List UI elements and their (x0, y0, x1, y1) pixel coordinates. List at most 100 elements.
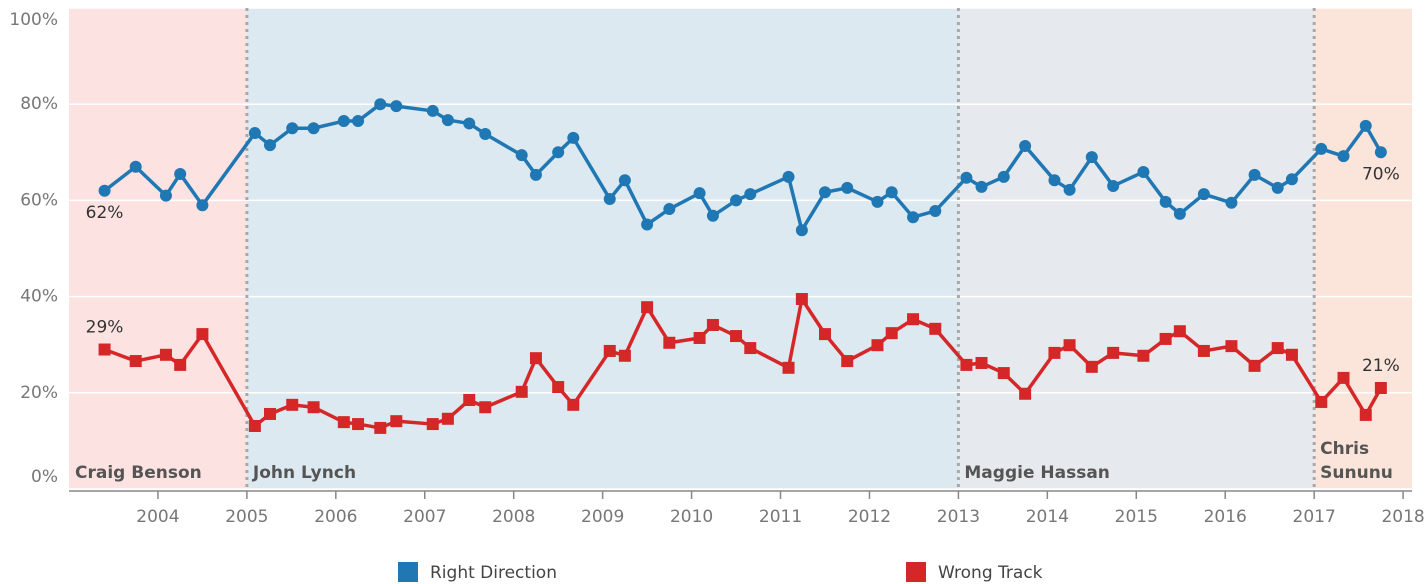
legend-label: Right Direction (430, 563, 557, 583)
point (997, 367, 1010, 380)
period-label: Craig Benson (75, 463, 202, 483)
point (337, 115, 350, 128)
point (1337, 150, 1350, 163)
point (603, 192, 616, 205)
point (196, 328, 209, 341)
point (1248, 168, 1261, 181)
point (307, 401, 320, 414)
point (441, 114, 454, 127)
period-band (69, 8, 247, 489)
x-tick-label: 2015 (1115, 507, 1158, 527)
point (1085, 151, 1098, 164)
point (730, 330, 743, 343)
point (1285, 348, 1298, 361)
point (744, 342, 757, 355)
point (907, 211, 920, 224)
point (174, 167, 187, 180)
point (159, 348, 172, 361)
y-tick-label: 20% (20, 383, 58, 403)
point (174, 358, 187, 371)
point (529, 352, 542, 365)
point (515, 149, 528, 162)
point (706, 209, 719, 222)
x-tick-label: 2004 (136, 507, 179, 527)
point (1019, 387, 1032, 400)
point (529, 168, 542, 181)
data-label: 70% (1362, 164, 1400, 184)
x-tick-label: 2018 (1381, 507, 1424, 527)
point (463, 117, 476, 130)
point (1048, 174, 1061, 187)
point (907, 313, 920, 326)
point (1019, 140, 1032, 153)
point (307, 122, 320, 135)
point (1063, 183, 1076, 196)
legend-swatch (398, 562, 418, 582)
point (374, 98, 387, 111)
point (795, 224, 808, 237)
point (479, 401, 492, 414)
legend-swatch (906, 562, 926, 582)
period-label: John Lynch (252, 463, 357, 483)
point (1285, 173, 1298, 186)
point (1197, 188, 1210, 201)
x-tick-label: 2014 (1026, 507, 1069, 527)
point (693, 331, 706, 344)
point (567, 398, 580, 411)
point (390, 100, 403, 113)
period-band (246, 8, 959, 489)
point (1173, 325, 1186, 338)
point (1271, 181, 1284, 194)
point (663, 336, 676, 349)
x-tick-label: 2008 (492, 507, 535, 527)
point (159, 189, 172, 202)
point (1359, 408, 1372, 421)
y-tick-label: 0% (31, 467, 58, 487)
x-tick-label: 2009 (581, 507, 624, 527)
point (997, 170, 1010, 183)
y-tick-label: 100% (9, 10, 58, 30)
point (567, 131, 580, 144)
point (1048, 346, 1061, 359)
point (552, 381, 565, 394)
point (618, 174, 631, 187)
y-tick-label: 40% (20, 287, 58, 307)
point (1359, 119, 1372, 132)
legend-label: Wrong Track (938, 563, 1043, 583)
point (196, 199, 209, 212)
point (98, 184, 111, 197)
point (663, 203, 676, 216)
point (390, 415, 403, 428)
point (929, 204, 942, 217)
point (871, 339, 884, 352)
point (337, 416, 350, 429)
point (98, 343, 111, 356)
point (641, 301, 654, 314)
point (1225, 340, 1238, 353)
point (1225, 196, 1238, 209)
point (1315, 395, 1328, 408)
point (693, 187, 706, 200)
x-tick-label: 2005 (225, 507, 268, 527)
point (1159, 332, 1172, 345)
point (286, 398, 299, 411)
point (618, 349, 631, 362)
point (463, 394, 476, 407)
point (641, 218, 654, 231)
point (129, 355, 142, 368)
point (248, 419, 261, 432)
period-label: Chris Sununu (1320, 439, 1393, 483)
point (441, 412, 454, 425)
point (1271, 342, 1284, 355)
point (286, 122, 299, 135)
point (782, 361, 795, 374)
point (1085, 360, 1098, 373)
point (841, 181, 854, 194)
x-tick-label: 2012 (848, 507, 891, 527)
point (975, 356, 988, 369)
period-label: Maggie Hassan (964, 463, 1110, 483)
point (885, 327, 898, 340)
point (603, 344, 616, 357)
point (1159, 195, 1172, 208)
